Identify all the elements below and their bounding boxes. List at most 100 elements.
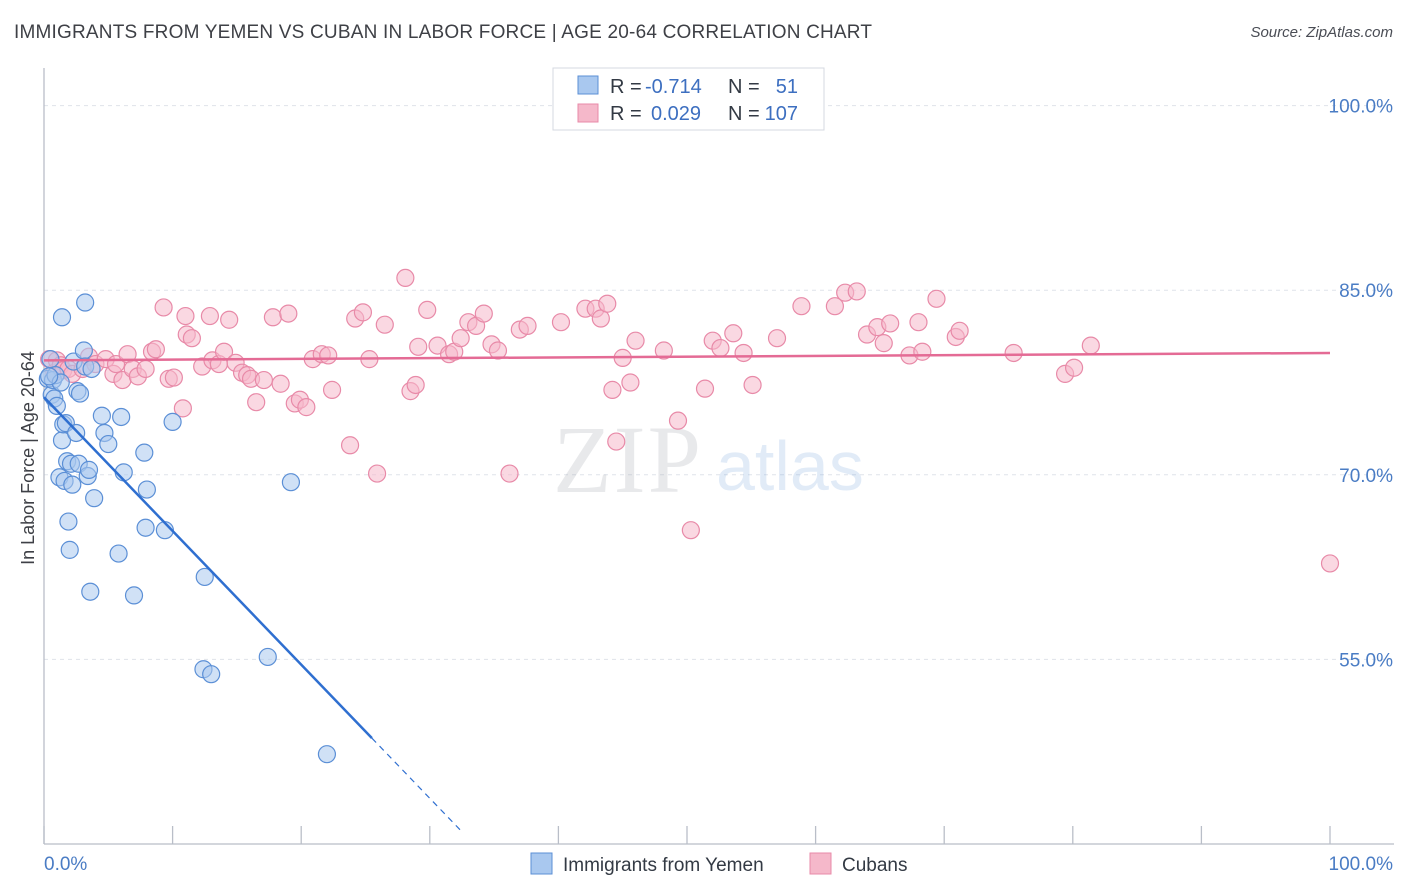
yemen-point	[67, 423, 86, 443]
cubans-point	[927, 289, 946, 308]
cubans-point	[297, 398, 316, 417]
yemen-point	[47, 396, 66, 415]
yemen-point	[74, 341, 93, 360]
cubans-point	[724, 324, 743, 343]
cubans-point	[263, 308, 283, 327]
cubans-point	[881, 314, 900, 333]
yemen-point	[92, 406, 111, 425]
cubans-point	[254, 370, 274, 390]
cubans-point	[418, 300, 437, 319]
legend-n-label-yemen: N =	[728, 76, 760, 98]
cubans-point	[847, 282, 866, 301]
x-axis-ticks	[43, 826, 1331, 844]
yemen-trend-line	[43, 396, 373, 740]
cubans-point	[173, 399, 192, 418]
yemen-point	[59, 512, 78, 531]
yemen-point	[135, 443, 154, 462]
cubans-point	[396, 268, 415, 288]
cubans-trend-line	[43, 351, 1331, 362]
cubans-point	[1081, 336, 1100, 355]
cubans-point	[176, 306, 195, 326]
watermark: ZIP atlas	[553, 406, 864, 513]
cubans-point	[607, 432, 626, 451]
cubans-point	[551, 313, 571, 332]
cubans-point	[451, 329, 470, 348]
yemen-point	[60, 540, 79, 559]
yemen-point	[112, 407, 131, 427]
yemen-point	[52, 308, 72, 327]
cubans-point	[654, 341, 673, 360]
series-legend-label-yemen: Immigrants from Yemen	[563, 855, 764, 876]
cubans-point	[734, 343, 753, 363]
yemen-point	[82, 359, 101, 379]
cubans-point	[626, 331, 645, 350]
cubans-point	[621, 373, 640, 392]
y-tick-label: 55.0%	[1339, 650, 1393, 671]
cubans-point	[319, 346, 338, 365]
cubans-point	[767, 329, 787, 348]
cubans-point	[909, 313, 928, 332]
cubans-point	[353, 303, 373, 322]
cubans-point	[271, 374, 290, 393]
yemen-point	[70, 384, 90, 403]
y-tick-label: 70.0%	[1339, 466, 1393, 487]
yemen-point	[109, 544, 128, 563]
cubans-point	[375, 315, 394, 334]
cubans-point	[598, 294, 617, 313]
legend-r-label-yemen: R =	[610, 76, 642, 98]
cubans-point	[668, 411, 688, 430]
cubans-point	[874, 334, 893, 353]
cubans-point	[681, 521, 700, 540]
cubans-point	[136, 359, 155, 379]
cubans-point	[409, 337, 428, 356]
yemen-point	[81, 582, 100, 601]
cubans-point	[164, 368, 183, 387]
yemen-point	[40, 367, 59, 386]
series-legend-label-cubans: Cubans	[842, 855, 908, 876]
yemen-point	[76, 293, 95, 312]
yemen-point	[137, 480, 156, 499]
cubans-point	[711, 338, 730, 358]
stats-legend: R = -0.714 N = 51 R = 0.029 N = 107	[552, 67, 825, 131]
yemen-point	[258, 647, 277, 667]
chart-title: IMMIGRANTS FROM YEMEN VS CUBAN IN LABOR …	[14, 22, 873, 43]
yemen-point	[163, 412, 182, 431]
legend-r-value-cubans: 0.029	[651, 103, 701, 125]
cubans-point	[825, 297, 844, 316]
legend-n-label-cubans: N =	[728, 103, 760, 125]
y-axis-label: In Labor Force | Age 20-64	[18, 351, 38, 565]
y-tick-labels: 55.0% 70.0% 85.0% 100.0%	[1329, 97, 1394, 672]
cubans-point	[500, 464, 519, 483]
x-tick-label-min: 0.0%	[44, 854, 87, 875]
cubans-point	[474, 304, 493, 323]
cubans-point	[950, 321, 969, 340]
yemen-point	[195, 567, 214, 587]
legend-swatch-yemen	[577, 75, 599, 95]
y-tick-label: 100.0%	[1329, 97, 1394, 118]
yemen-point	[79, 460, 99, 479]
yemen-point	[63, 475, 82, 494]
cubans-point	[488, 341, 508, 360]
legend-r-label-cubans: R =	[610, 103, 642, 125]
cubans-point	[1004, 343, 1023, 363]
legend-swatch-cubans	[577, 103, 599, 123]
cubans-point	[220, 310, 239, 329]
cubans-point	[743, 375, 762, 395]
series-legend: Immigrants from Yemen Cubans	[530, 852, 908, 876]
cubans-point	[367, 464, 387, 483]
yemen-point	[85, 489, 104, 508]
cubans-point	[603, 380, 622, 399]
cubans-point	[792, 297, 811, 316]
yemen-point	[281, 473, 301, 492]
cubans-point	[154, 298, 173, 317]
x-tick-label-max: 100.0%	[1329, 854, 1394, 875]
yemen-point	[99, 434, 118, 454]
source-attribution: Source: ZipAtlas.com	[1250, 24, 1393, 41]
yemen-trend-extension	[371, 737, 463, 833]
legend-r-value-yemen: -0.714	[645, 76, 702, 98]
yemen-points	[38, 293, 337, 764]
legend-n-value-cubans: 107	[765, 103, 798, 125]
cubans-point	[406, 375, 425, 395]
trend-lines	[43, 351, 1331, 833]
